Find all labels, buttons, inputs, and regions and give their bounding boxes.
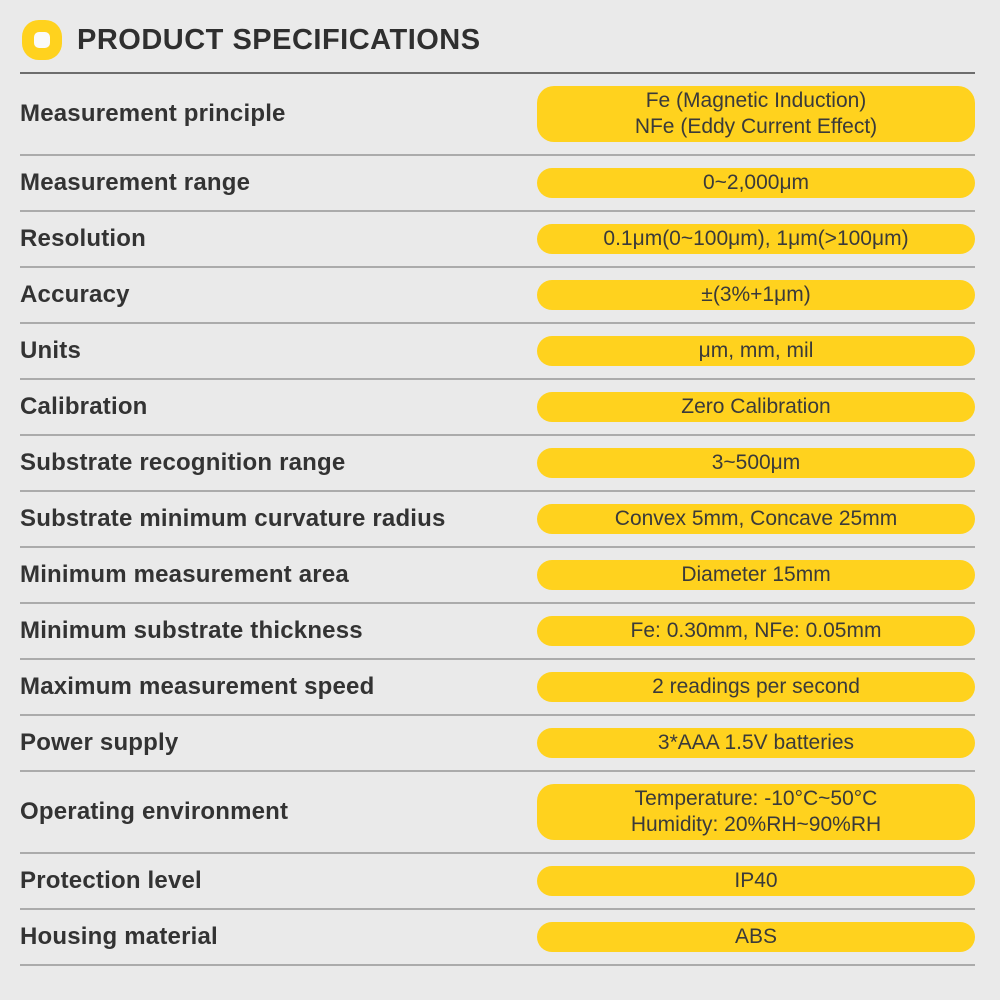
spec-row: Resolution 0.1μm(0~100μm), 1μm(>100μm): [20, 212, 975, 268]
spec-value-badge: Fe: 0.30mm, NFe: 0.05mm: [537, 616, 975, 646]
spec-value-badge: 3~500μm: [537, 448, 975, 478]
spec-value-badge: IP40: [537, 866, 975, 896]
spec-label: Substrate recognition range: [20, 449, 346, 476]
spec-value-badge: 0.1μm(0~100μm), 1μm(>100μm): [537, 224, 975, 254]
header: PRODUCT SPECIFICATIONS: [20, 16, 975, 74]
spec-label: Minimum measurement area: [20, 561, 349, 588]
spec-label: Units: [20, 337, 81, 364]
spec-row: Operating environment Temperature: -10°C…: [20, 772, 975, 854]
spec-value-badge: μm, mm, mil: [537, 336, 975, 366]
spec-label: Resolution: [20, 225, 146, 252]
spec-label: Maximum measurement speed: [20, 673, 375, 700]
spec-value-badge: Convex 5mm, Concave 25mm: [537, 504, 975, 534]
spec-value-badge: Temperature: -10°C~50°C Humidity: 20%RH~…: [537, 784, 975, 840]
spec-row: Maximum measurement speed 2 readings per…: [20, 660, 975, 716]
spec-value-badge: 0~2,000μm: [537, 168, 975, 198]
spec-table: Measurement principle Fe (Magnetic Induc…: [20, 74, 975, 966]
spec-row: Calibration Zero Calibration: [20, 380, 975, 436]
donut-icon: [22, 20, 62, 60]
spec-label: Minimum substrate thickness: [20, 617, 363, 644]
spec-row: Protection level IP40: [20, 854, 975, 910]
spec-row: Accuracy ±(3%+1μm): [20, 268, 975, 324]
spec-label: Protection level: [20, 867, 202, 894]
spec-row: Measurement range 0~2,000μm: [20, 156, 975, 212]
spec-value-badge: ±(3%+1μm): [537, 280, 975, 310]
spec-value-badge: ABS: [537, 922, 975, 952]
page-title: PRODUCT SPECIFICATIONS: [77, 23, 481, 56]
spec-sheet: PRODUCT SPECIFICATIONS Measurement princ…: [0, 0, 1000, 966]
spec-row: Measurement principle Fe (Magnetic Induc…: [20, 74, 975, 156]
spec-value-badge: 2 readings per second: [537, 672, 975, 702]
spec-row: Substrate minimum curvature radius Conve…: [20, 492, 975, 548]
spec-label: Substrate minimum curvature radius: [20, 505, 446, 532]
spec-row: Minimum substrate thickness Fe: 0.30mm, …: [20, 604, 975, 660]
spec-value-badge: 3*AAA 1.5V batteries: [537, 728, 975, 758]
spec-label: Accuracy: [20, 281, 130, 308]
spec-label: Measurement principle: [20, 100, 286, 127]
spec-row: Minimum measurement area Diameter 15mm: [20, 548, 975, 604]
spec-row: Units μm, mm, mil: [20, 324, 975, 380]
spec-row: Substrate recognition range 3~500μm: [20, 436, 975, 492]
spec-label: Measurement range: [20, 169, 251, 196]
spec-label: Calibration: [20, 393, 148, 420]
spec-row: Power supply 3*AAA 1.5V batteries: [20, 716, 975, 772]
spec-value-badge: Zero Calibration: [537, 392, 975, 422]
spec-label: Housing material: [20, 923, 218, 950]
spec-label: Power supply: [20, 729, 179, 756]
spec-value-badge: Diameter 15mm: [537, 560, 975, 590]
spec-label: Operating environment: [20, 798, 289, 825]
spec-value-badge: Fe (Magnetic Induction) NFe (Eddy Curren…: [537, 86, 975, 142]
spec-row: Housing material ABS: [20, 910, 975, 966]
